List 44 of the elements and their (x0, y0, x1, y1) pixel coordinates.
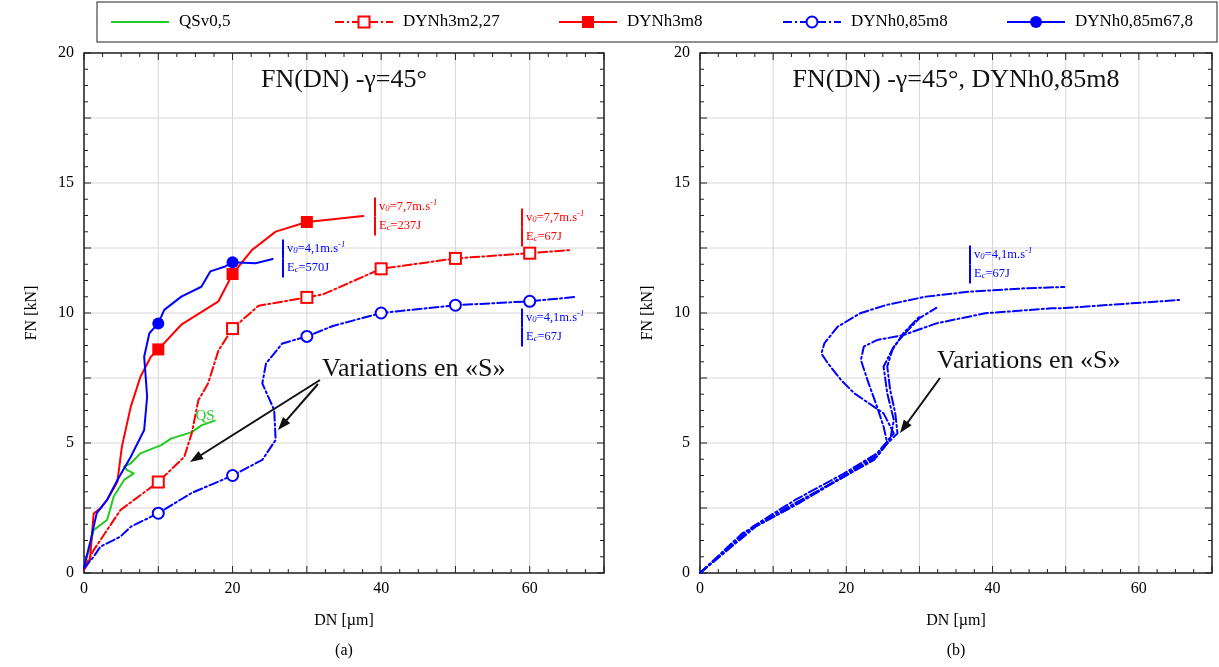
legend-label: DYNh3m2,27 (403, 10, 501, 30)
y-tick-label: 15 (674, 172, 690, 190)
text: (b) (946, 641, 966, 659)
annotation: E$_{c}$=67J (526, 328, 563, 344)
annotation: QS (195, 407, 215, 424)
x-tick-label: 60 (521, 579, 538, 596)
legend-label: DYNh0,85m67,8 (1075, 10, 1194, 30)
text: (a) (335, 641, 353, 659)
y-tick-label: 0 (66, 562, 74, 580)
annotation: v$_{0}$=4,1m.s$^{-1}$ (526, 308, 585, 325)
y-tick-label: 10 (58, 302, 74, 320)
annotation: E$_{c}$=67J (974, 265, 1011, 281)
y-tick-label: 0 (682, 562, 690, 580)
x-tick-label: 40 (984, 579, 1001, 596)
y-tick-label: 20 (58, 42, 74, 60)
y-tick-label: 15 (58, 172, 74, 190)
annotation: v$_{0}$=4,1m.s$^{-1}$ (287, 239, 346, 256)
legend-label: DYNh0,85m8 (851, 10, 948, 30)
x-tick-label: 20 (838, 579, 855, 596)
x-axis-title: DN [µm] (926, 611, 986, 629)
annotation: E$_{c}$=237J (379, 217, 422, 233)
annotation: Variations en «S» (322, 352, 506, 382)
x-tick-label: 20 (224, 579, 241, 596)
annotation: v$_{0}$=4,1m.s$^{-1}$ (974, 245, 1033, 262)
y-tick-label: 20 (674, 42, 690, 60)
x-tick-label: 40 (373, 579, 390, 596)
y-tick-label: 5 (682, 432, 690, 450)
x-axis-title: DN [µm] (314, 611, 374, 629)
legend-label: QSv0,5 (179, 10, 231, 30)
x-tick-label: 60 (1130, 579, 1147, 596)
annotation: Variations en «S» (937, 344, 1121, 374)
legend-label: DYNh3m8 (627, 10, 703, 30)
y-tick-label: 5 (66, 432, 74, 450)
x-tick-label: 0 (80, 579, 88, 596)
chart-title: FN(DN) -γ=45° (261, 63, 427, 93)
y-axis-title: FN [kN] (21, 285, 39, 341)
y-axis-title: FN [kN] (637, 285, 655, 341)
annotation: E$_{c}$=570J (287, 259, 330, 275)
annotation: v$_{0}$=7,7m.s$^{-1}$ (526, 208, 585, 225)
x-tick-label: 0 (696, 579, 704, 596)
annotation: E$_{c}$=67J (526, 228, 563, 244)
chart-title: FN(DN) -γ=45°, DYNh0,85m8 (792, 63, 1120, 93)
y-tick-label: 10 (674, 302, 690, 320)
annotation: v$_{0}$=7,7m.s$^{-1}$ (379, 197, 438, 214)
